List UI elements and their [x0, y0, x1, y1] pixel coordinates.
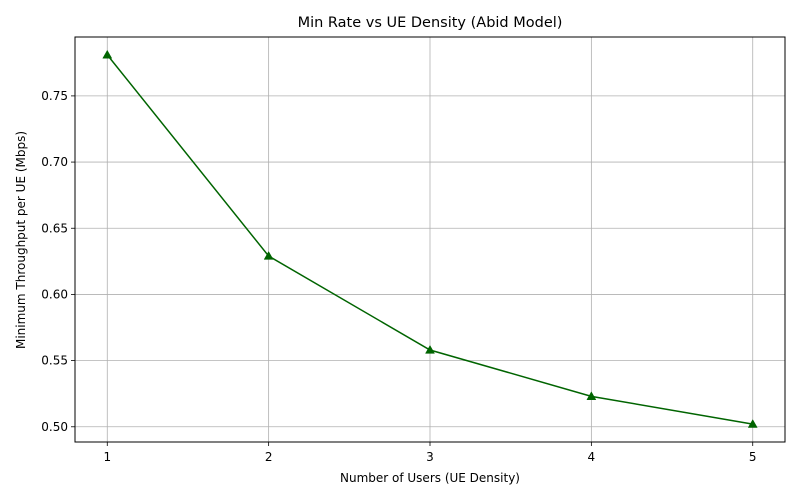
data-point: [425, 345, 435, 354]
data-point: [102, 49, 113, 59]
data-point: [263, 251, 274, 260]
y-tick-label: 0.65: [41, 221, 68, 235]
chart-title: Min Rate vs UE Density (Abid Model): [298, 15, 563, 31]
data-point: [747, 419, 758, 428]
y-tick-label: 0.75: [41, 89, 68, 103]
series-layer: [102, 49, 758, 428]
x-axis-label: Number of Users (UE Density): [340, 471, 520, 485]
y-tick-label: 0.50: [41, 420, 68, 434]
x-axis-ticks: 1 2 3 4 5: [103, 442, 757, 464]
y-tick-label: 0.70: [41, 155, 68, 169]
x-tick-label: 1: [103, 450, 111, 464]
y-axis-ticks: 0.50 0.55 0.60 0.65 0.70 0.75: [41, 89, 75, 434]
data-point: [586, 391, 597, 400]
grid: [75, 37, 785, 442]
x-tick-label: 4: [588, 450, 596, 464]
y-tick-label: 0.55: [41, 354, 68, 368]
y-tick-label: 0.60: [41, 287, 68, 301]
x-tick-label: 3: [426, 450, 434, 464]
x-tick-label: 5: [749, 450, 757, 464]
y-axis-label: Minimum Throughput per UE (Mbps): [14, 131, 28, 349]
x-tick-label: 2: [265, 450, 273, 464]
